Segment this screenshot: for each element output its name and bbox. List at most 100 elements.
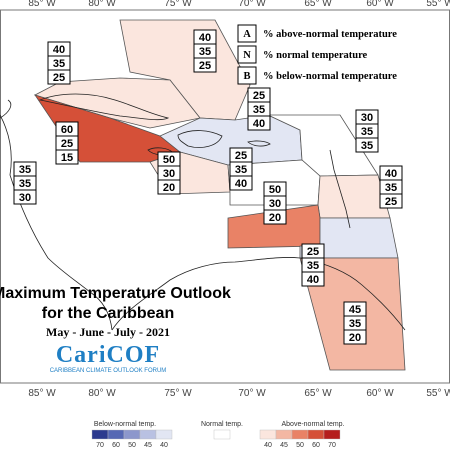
map-title-line2: for the Caribbean (42, 305, 174, 322)
region-values-windward-islands: 25 35 40 (301, 243, 325, 287)
colorbar-below-label: Below-normal temp. (94, 421, 156, 428)
value-below: 20 (269, 212, 281, 224)
value-above: 40 (53, 44, 65, 56)
value-above: 50 (163, 154, 175, 166)
region-values-cuba-cayman: 60 25 15 (55, 121, 79, 165)
colorbar-swatch-normal (213, 429, 231, 440)
colorbar-below-ticks: 70 60 50 45 40 (96, 442, 168, 449)
legend-key: A % above-normal temperature N % normal … (237, 24, 397, 85)
lesser-antilles (329, 149, 351, 229)
tick-label: 60 (312, 442, 320, 449)
lon-label: 60° W (366, 388, 394, 399)
region-values-hispaniola-south: 25 35 40 (229, 147, 253, 191)
colorbar-swatch-below (91, 429, 109, 440)
value-normal: 35 (53, 58, 65, 70)
lon-label: 70° W (238, 388, 266, 399)
value-normal: 25 (61, 138, 73, 150)
bottom-longitude-labels: 85° W 80° W 75° W 70° W 65° W 60° W 55° … (28, 388, 450, 399)
hispaniola-outline (177, 130, 223, 148)
value-above: 50 (269, 184, 281, 196)
value-below: 35 (361, 140, 373, 152)
tick-label: 40 (160, 442, 168, 449)
value-normal: 35 (385, 182, 397, 194)
value-normal: 35 (253, 104, 265, 116)
region-leeward (317, 174, 391, 219)
tick-label: 60 (112, 442, 120, 449)
colorbar-above-label: Above-normal temp. (281, 421, 344, 428)
lon-label: 60° W (366, 0, 394, 9)
legend-letter-a: A (243, 29, 251, 40)
lon-label: 65° W (304, 388, 332, 399)
value-above: 40 (385, 168, 397, 180)
yucatan-coast (0, 99, 12, 119)
region-values-bahamas: 40 35 25 (193, 29, 217, 73)
colorbar-swatch-above (275, 429, 293, 440)
legend-text-b: % below-normal temperature (263, 71, 397, 82)
region-values-leeward-islands: 40 35 25 (379, 165, 403, 209)
value-above: 60 (61, 124, 73, 136)
region-values-guianas: 45 35 20 (343, 301, 367, 345)
colorbar-swatch-below (123, 429, 141, 440)
tick-label: 70 (96, 442, 104, 449)
value-above: 45 (349, 304, 361, 316)
lon-label: 75° W (164, 388, 192, 399)
colorbar-swatch-above (307, 429, 325, 440)
value-normal: 35 (199, 46, 211, 58)
value-below: 40 (307, 274, 319, 286)
colorbar-swatch-below (155, 429, 173, 440)
puerto-rico-outline (247, 140, 271, 147)
value-below: 40 (235, 178, 247, 190)
tick-label: 40 (264, 442, 272, 449)
lon-label: 85° W (28, 388, 56, 399)
legend-letter-b: B (243, 71, 250, 82)
colorbar-normal-label: Normal temp. (201, 421, 243, 428)
map-period: May - June - July - 2021 (46, 325, 170, 339)
value-normal: 35 (307, 260, 319, 272)
lon-label: 70° W (238, 0, 266, 9)
top-longitude-labels: 85° W 80° W 75° W 70° W 65° W 60° W 55° … (28, 0, 450, 9)
value-above: 25 (253, 90, 265, 102)
legend-text-a: % above-normal temperature (263, 29, 397, 40)
colorbar-swatches (91, 429, 341, 440)
value-above: 30 (361, 112, 373, 124)
value-below: 25 (199, 60, 211, 72)
coastlines (0, 93, 406, 331)
lon-label: 85° W (28, 0, 56, 9)
value-above: 40 (199, 32, 211, 44)
region-values-gulf-mexico-cuba: 40 35 25 (47, 41, 71, 85)
colorbar-swatch-below (139, 429, 157, 440)
outlook-regions (33, 19, 406, 371)
map-title-line1: Maximum Temperature Outlook (0, 285, 231, 302)
value-normal: 35 (19, 178, 31, 190)
value-boxes: 35 35 30 40 35 25 40 35 25 60 25 15 (13, 29, 403, 345)
caricof-subtitle: CARIBBEAN CLIMATE OUTLOOK FORUM (50, 368, 167, 374)
value-below: 25 (385, 196, 397, 208)
title-block: Maximum Temperature Outlook for the Cari… (0, 285, 231, 374)
value-above: 25 (235, 150, 247, 162)
tick-label: 45 (144, 442, 152, 449)
value-below: 40 (253, 118, 265, 130)
region-values-puerto-rico-south: 50 30 20 (263, 181, 287, 225)
region-values-atlantic-east: 30 35 35 (355, 109, 379, 153)
colorbar-swatch-above (259, 429, 277, 440)
region-values-jamaica: 50 30 20 (157, 151, 181, 195)
lon-label: 55° W (426, 0, 450, 9)
legend-letter-n: N (243, 50, 251, 61)
value-normal: 30 (269, 198, 281, 210)
region-values-hispaniola-north: 25 35 40 (247, 87, 271, 131)
value-above: 25 (307, 246, 319, 258)
caricof-logo: CariCOF (56, 342, 160, 368)
lon-label: 65° W (304, 0, 332, 9)
colorbar-swatch-below (107, 429, 125, 440)
value-below: 20 (349, 332, 361, 344)
lon-label: 80° W (88, 0, 116, 9)
tick-label: 70 (328, 442, 336, 449)
region-values-central-america-west: 35 35 30 (13, 161, 37, 205)
colorbar-above-ticks: 40 45 50 60 70 (264, 442, 336, 449)
value-normal: 35 (235, 164, 247, 176)
tick-label: 45 (280, 442, 288, 449)
lon-label: 80° W (88, 388, 116, 399)
value-normal: 35 (349, 318, 361, 330)
tick-label: 50 (296, 442, 304, 449)
